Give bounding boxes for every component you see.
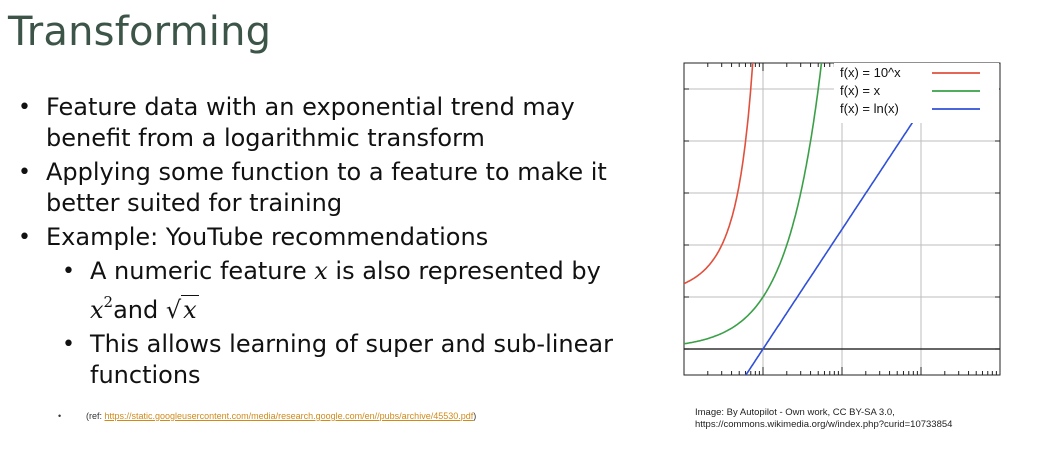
chart-svg: f(x) = 10^x f(x) = x f(x) = ln(x) xyxy=(683,62,1001,376)
math-exponent: 2 xyxy=(103,293,114,311)
series-line xyxy=(684,63,823,345)
slide-title: Transforming xyxy=(8,9,272,55)
bullet-dot-icon: • xyxy=(62,259,75,284)
sqrt-expression: √x xyxy=(166,295,199,326)
credit-line: https://commons.wikimedia.org/w/index.ph… xyxy=(695,419,953,430)
sub-bullet-text: functions xyxy=(90,361,201,389)
legend-label: f(x) = ln(x) xyxy=(840,101,899,116)
sub-bullet-text: This allows learning of super and sub-li… xyxy=(90,330,613,358)
bullet-dot-icon: • xyxy=(18,225,31,250)
bullet-text: better suited for training xyxy=(46,189,343,217)
bullet-item: • Feature data with an exponential trend… xyxy=(18,92,628,154)
bullet-item: • Applying some function to a feature to… xyxy=(18,157,628,219)
math-variable: x xyxy=(181,295,199,324)
sqrt-symbol: √ xyxy=(165,296,182,324)
bullet-item: • Example: YouTube recommendations xyxy=(18,222,628,253)
function-chart: f(x) = 10^x f(x) = x f(x) = ln(x) xyxy=(672,55,1012,385)
reference-suffix: ) xyxy=(473,411,477,421)
bullet-dot-icon: • xyxy=(62,332,75,357)
bullet-list: • Feature data with an exponential trend… xyxy=(18,92,628,394)
legend-label: f(x) = 10^x xyxy=(840,65,901,80)
legend-label: f(x) = x xyxy=(840,83,881,98)
bullet-text: Applying some function to a feature to m… xyxy=(46,158,607,186)
math-variable: x xyxy=(314,257,328,285)
bullet-dot-icon: • xyxy=(58,411,62,421)
sub-bullet-item: • This allows learning of super and sub-… xyxy=(18,329,628,391)
reference-line: • (ref: https://static.googleusercontent… xyxy=(58,411,477,421)
math-variable: x xyxy=(90,296,104,324)
bullet-dot-icon: • xyxy=(18,95,31,120)
image-credit: Image: By Autopilot - Own work, CC BY-SA… xyxy=(695,407,952,431)
sub-bullet-text: is also represented by xyxy=(327,257,601,285)
bullet-dot-icon: • xyxy=(18,160,31,185)
bullet-text: Example: YouTube recommendations xyxy=(46,223,489,251)
credit-line: Image: By Autopilot - Own work, CC BY-SA… xyxy=(695,407,895,418)
reference-prefix: (ref: xyxy=(86,411,105,421)
sub-bullet-text: and xyxy=(113,296,166,324)
sub-bullet-text: A numeric feature xyxy=(90,257,315,285)
bullet-text: Feature data with an exponential trend m… xyxy=(46,93,575,121)
bullet-text: benefit from a logarithmic transform xyxy=(46,124,485,152)
sub-bullet-item: • A numeric feature x is also represente… xyxy=(18,256,628,326)
reference-link[interactable]: https://static.googleusercontent.com/med… xyxy=(104,411,474,421)
series-line xyxy=(684,63,754,285)
